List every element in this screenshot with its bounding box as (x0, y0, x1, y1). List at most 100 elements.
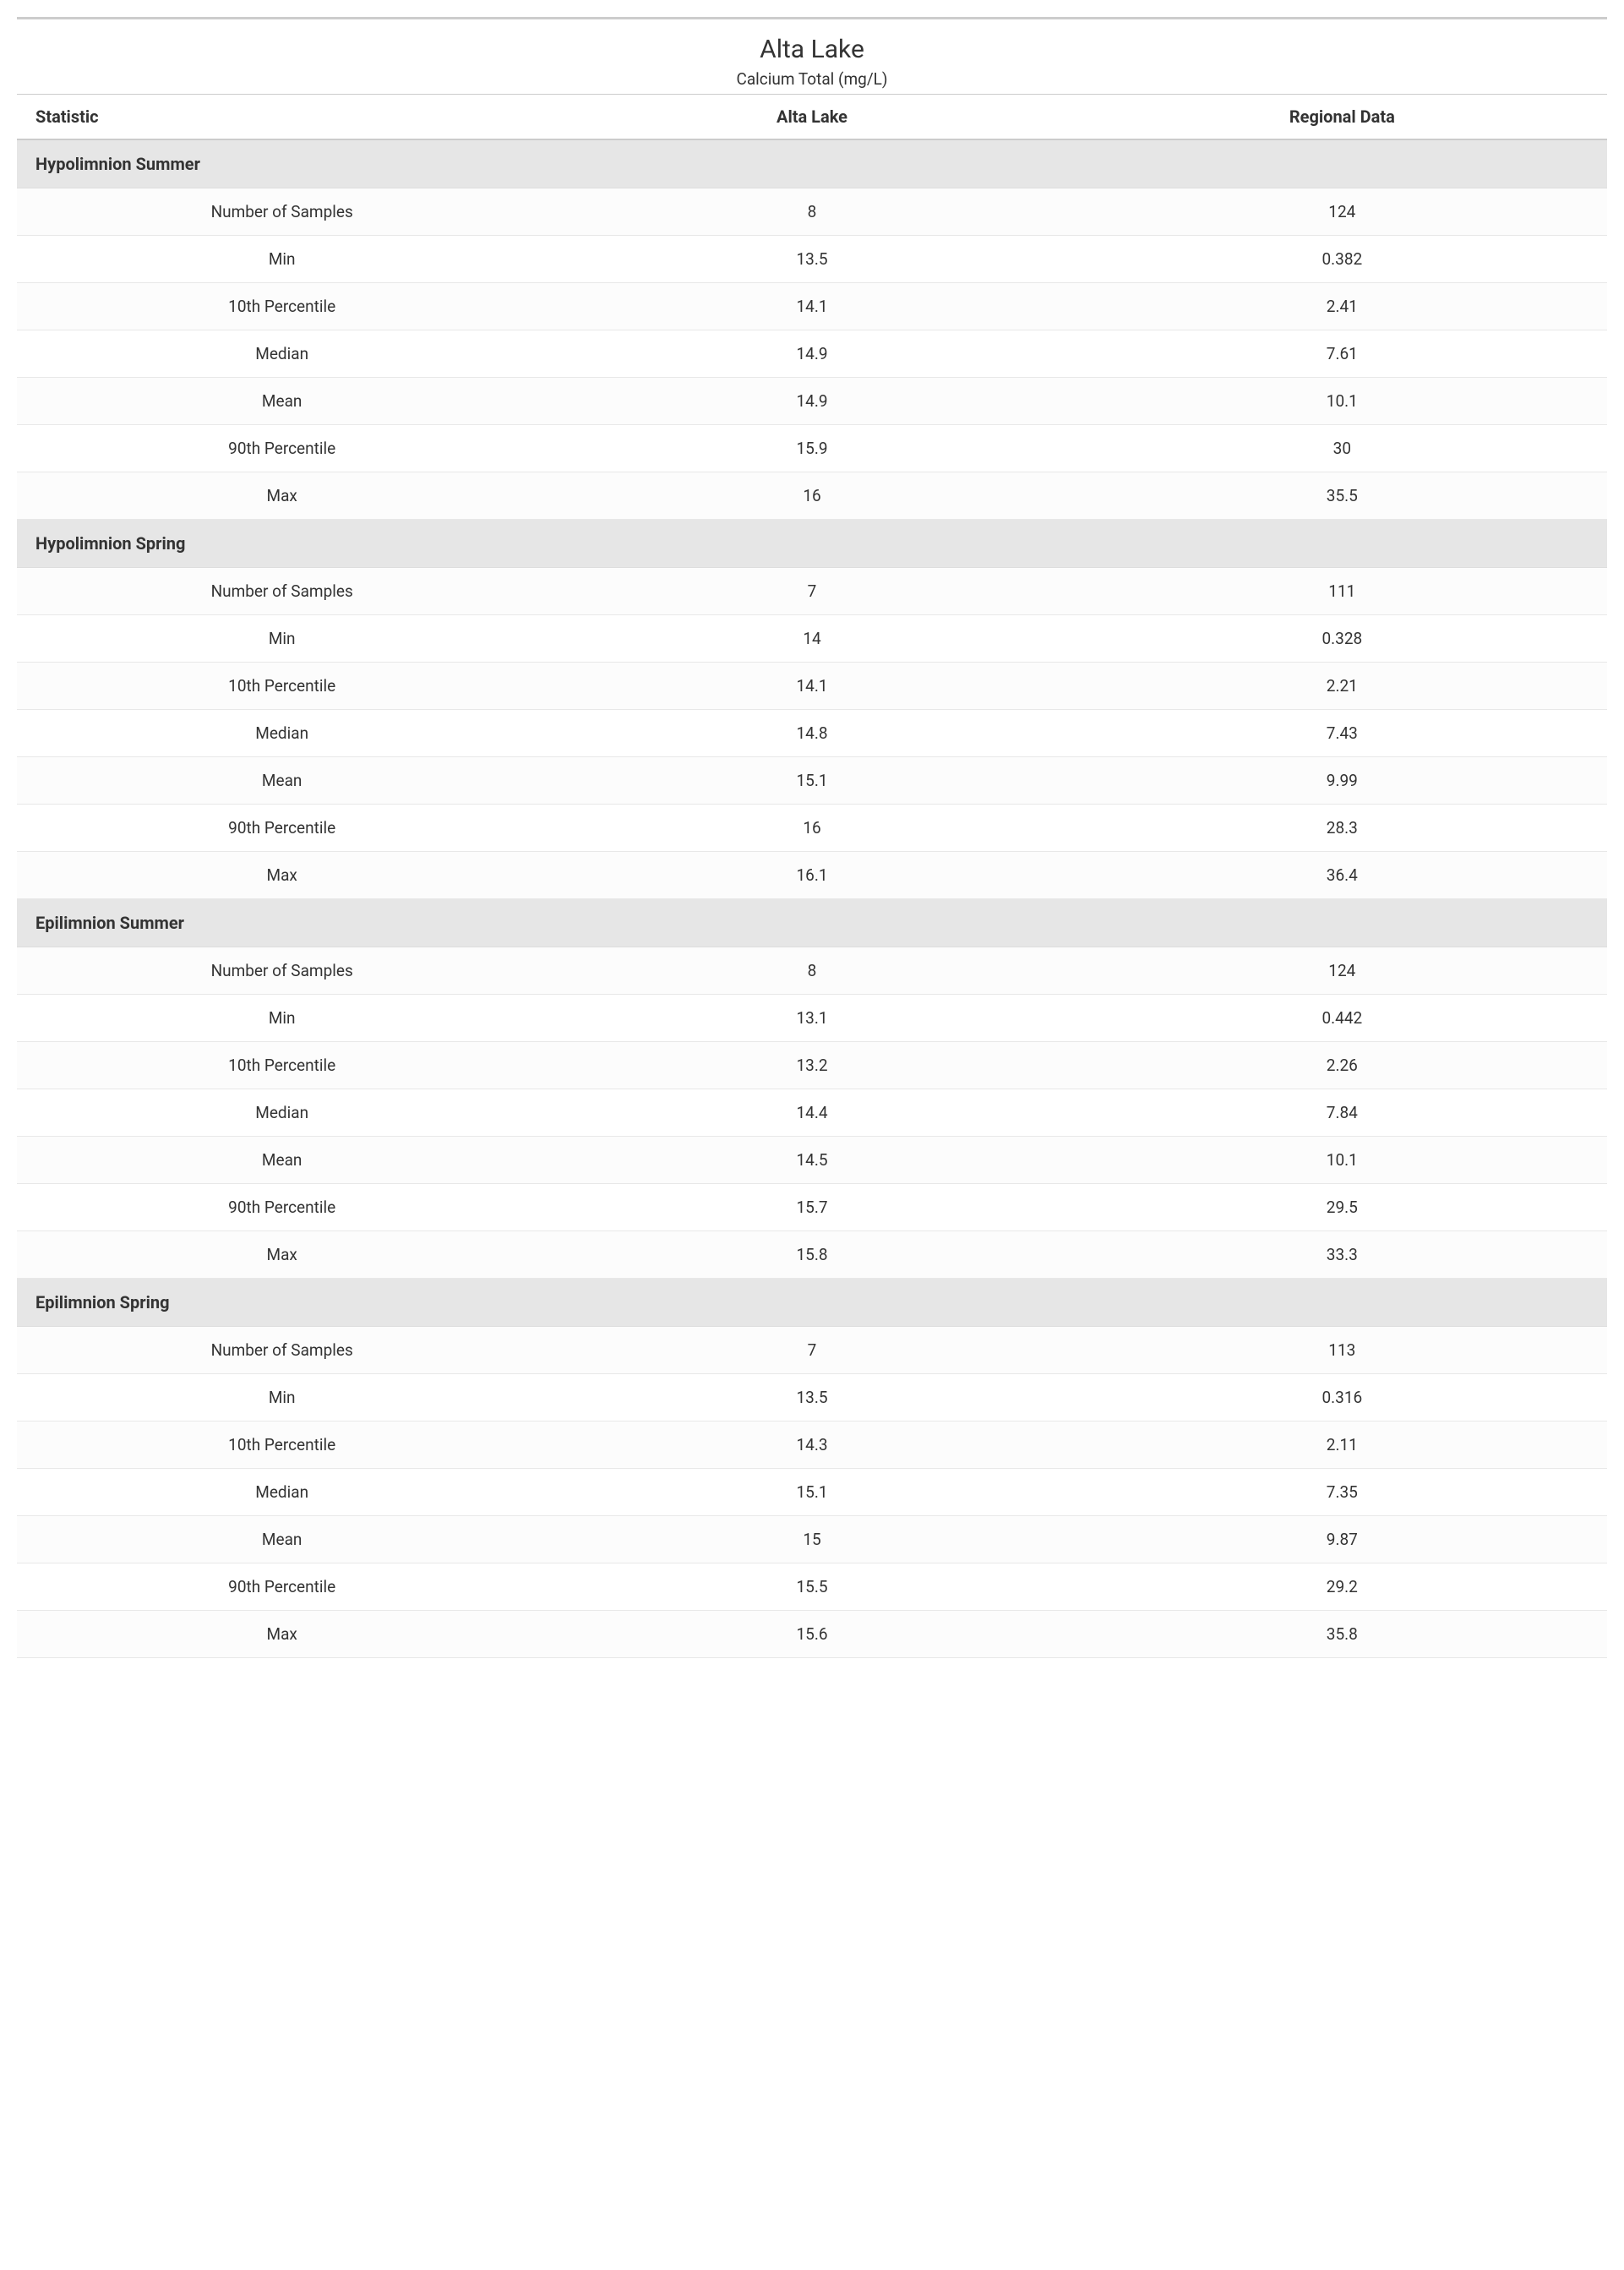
statistic-cell: 10th Percentile (17, 663, 547, 710)
regional-data-cell: 2.26 (1077, 1042, 1607, 1089)
alta-lake-cell: 16 (547, 472, 1076, 520)
table-row: 90th Percentile15.930 (17, 425, 1607, 472)
statistic-cell: Mean (17, 757, 547, 805)
table-row: Min13.50.316 (17, 1374, 1607, 1421)
regional-data-cell: 7.84 (1077, 1089, 1607, 1137)
statistic-cell: Min (17, 995, 547, 1042)
alta-lake-cell: 7 (547, 1327, 1076, 1374)
regional-data-cell: 9.99 (1077, 757, 1607, 805)
table-row: Number of Samples8124 (17, 947, 1607, 995)
statistic-cell: 10th Percentile (17, 283, 547, 330)
table-row: Mean15.19.99 (17, 757, 1607, 805)
data-table-container: Alta Lake Calcium Total (mg/L) Statistic… (17, 17, 1607, 1658)
column-header-statistic: Statistic (17, 95, 547, 140)
table-row: 90th Percentile1628.3 (17, 805, 1607, 852)
table-row: Max1635.5 (17, 472, 1607, 520)
alta-lake-cell: 16.1 (547, 852, 1076, 899)
regional-data-cell: 30 (1077, 425, 1607, 472)
statistic-cell: Median (17, 330, 547, 378)
statistic-cell: Median (17, 710, 547, 757)
table-row: Number of Samples8124 (17, 188, 1607, 236)
regional-data-cell: 35.5 (1077, 472, 1607, 520)
statistic-cell: Max (17, 852, 547, 899)
statistic-cell: Max (17, 1611, 547, 1658)
regional-data-cell: 29.2 (1077, 1563, 1607, 1611)
alta-lake-cell: 15.1 (547, 757, 1076, 805)
alta-lake-cell: 14.4 (547, 1089, 1076, 1137)
section-header-row: Epilimnion Summer (17, 899, 1607, 947)
table-row: Min13.10.442 (17, 995, 1607, 1042)
statistic-cell: 90th Percentile (17, 425, 547, 472)
section-header-row: Hypolimnion Spring (17, 520, 1607, 568)
column-header-alta-lake: Alta Lake (547, 95, 1076, 140)
alta-lake-cell: 15.9 (547, 425, 1076, 472)
section-header-cell: Hypolimnion Summer (17, 139, 1607, 188)
regional-data-cell: 7.35 (1077, 1469, 1607, 1516)
table-body: Hypolimnion SummerNumber of Samples8124M… (17, 139, 1607, 1658)
alta-lake-cell: 15 (547, 1516, 1076, 1563)
statistic-cell: Max (17, 472, 547, 520)
table-row: Mean159.87 (17, 1516, 1607, 1563)
statistic-cell: 90th Percentile (17, 1184, 547, 1231)
regional-data-cell: 111 (1077, 568, 1607, 615)
statistic-cell: Number of Samples (17, 1327, 547, 1374)
alta-lake-cell: 13.1 (547, 995, 1076, 1042)
regional-data-cell: 10.1 (1077, 1137, 1607, 1184)
statistic-cell: 90th Percentile (17, 1563, 547, 1611)
regional-data-cell: 124 (1077, 947, 1607, 995)
alta-lake-cell: 13.2 (547, 1042, 1076, 1089)
table-row: Mean14.510.1 (17, 1137, 1607, 1184)
statistic-cell: Number of Samples (17, 568, 547, 615)
statistic-cell: Min (17, 236, 547, 283)
alta-lake-cell: 8 (547, 947, 1076, 995)
table-row: Mean14.910.1 (17, 378, 1607, 425)
regional-data-cell: 10.1 (1077, 378, 1607, 425)
regional-data-cell: 0.316 (1077, 1374, 1607, 1421)
alta-lake-cell: 14.3 (547, 1421, 1076, 1469)
alta-lake-cell: 15.6 (547, 1611, 1076, 1658)
regional-data-cell: 113 (1077, 1327, 1607, 1374)
page-title: Alta Lake (17, 35, 1607, 64)
statistic-cell: Min (17, 615, 547, 663)
title-section: Alta Lake Calcium Total (mg/L) (17, 19, 1607, 94)
alta-lake-cell: 14.1 (547, 663, 1076, 710)
regional-data-cell: 2.21 (1077, 663, 1607, 710)
regional-data-cell: 36.4 (1077, 852, 1607, 899)
section-header-row: Epilimnion Spring (17, 1279, 1607, 1327)
table-header-row: Statistic Alta Lake Regional Data (17, 95, 1607, 140)
regional-data-cell: 7.61 (1077, 330, 1607, 378)
statistic-cell: Mean (17, 378, 547, 425)
alta-lake-cell: 8 (547, 188, 1076, 236)
regional-data-cell: 9.87 (1077, 1516, 1607, 1563)
section-header-cell: Epilimnion Spring (17, 1279, 1607, 1327)
statistic-cell: Mean (17, 1516, 547, 1563)
regional-data-cell: 2.41 (1077, 283, 1607, 330)
table-row: Median14.47.84 (17, 1089, 1607, 1137)
regional-data-cell: 29.5 (1077, 1184, 1607, 1231)
alta-lake-cell: 14.9 (547, 378, 1076, 425)
alta-lake-cell: 15.5 (547, 1563, 1076, 1611)
section-header-cell: Hypolimnion Spring (17, 520, 1607, 568)
alta-lake-cell: 15.7 (547, 1184, 1076, 1231)
statistic-cell: Mean (17, 1137, 547, 1184)
alta-lake-cell: 15.8 (547, 1231, 1076, 1279)
table-row: Max15.833.3 (17, 1231, 1607, 1279)
table-row: 90th Percentile15.529.2 (17, 1563, 1607, 1611)
alta-lake-cell: 7 (547, 568, 1076, 615)
regional-data-cell: 2.11 (1077, 1421, 1607, 1469)
statistic-cell: Number of Samples (17, 947, 547, 995)
alta-lake-cell: 14.5 (547, 1137, 1076, 1184)
regional-data-cell: 28.3 (1077, 805, 1607, 852)
alta-lake-cell: 14.9 (547, 330, 1076, 378)
regional-data-cell: 7.43 (1077, 710, 1607, 757)
section-header-row: Hypolimnion Summer (17, 139, 1607, 188)
statistic-cell: Median (17, 1089, 547, 1137)
alta-lake-cell: 14.1 (547, 283, 1076, 330)
table-row: 90th Percentile15.729.5 (17, 1184, 1607, 1231)
table-row: Number of Samples7113 (17, 1327, 1607, 1374)
regional-data-cell: 0.442 (1077, 995, 1607, 1042)
alta-lake-cell: 15.1 (547, 1469, 1076, 1516)
table-row: Max15.635.8 (17, 1611, 1607, 1658)
statistic-cell: 10th Percentile (17, 1421, 547, 1469)
table-row: Median14.87.43 (17, 710, 1607, 757)
